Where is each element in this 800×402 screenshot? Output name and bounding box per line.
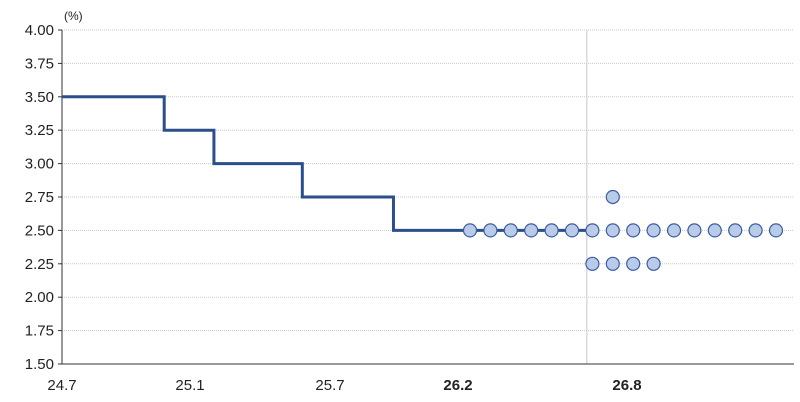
projection-dot-0-0	[462, 223, 478, 238]
projection-dot-6-1	[585, 256, 600, 271]
projection-dot-7-0	[605, 189, 620, 205]
x-tick-labels: 24.7 25.1 25.7 26.2 26.8	[47, 377, 641, 394]
projection-dot-2-0	[503, 223, 518, 238]
y-tick-label-2: 3.50	[25, 89, 54, 106]
y-tick-label-8: 2.00	[25, 289, 54, 306]
projection-dot-9-1	[646, 256, 661, 271]
projection-dot-3-0	[524, 223, 539, 238]
projection-dot-13-0	[728, 223, 743, 238]
projection-dot-9-0	[646, 223, 661, 238]
y-tick-labels: 4.00 3.75 3.50 3.25 3.00 2.75 2.50 2.25 2.00 1.75…	[25, 22, 54, 373]
x-tick-label-0: 24.7	[47, 377, 76, 394]
y-tick-label-1: 3.75	[25, 55, 54, 72]
x-tick-label-1: 25.1	[175, 377, 204, 394]
projection-dot-15-0	[768, 223, 784, 238]
y-tick-label-3: 3.25	[25, 122, 54, 139]
x-tick-label-2: 25.7	[315, 377, 344, 394]
projection-dots	[462, 189, 784, 271]
projection-dot-11-0	[687, 223, 702, 238]
y-tick-label-4: 3.00	[25, 156, 54, 173]
projection-dot-7-2	[605, 256, 620, 271]
y-tick-label-6: 2.50	[25, 222, 54, 239]
gridlines	[62, 29, 794, 364]
y-unit-label: (%)	[64, 9, 83, 23]
projection-dot-6-0	[585, 223, 600, 238]
projection-dot-1-0	[483, 223, 498, 238]
projection-dot-14-0	[748, 223, 763, 238]
projection-dot-8-1	[626, 256, 641, 271]
y-tick-label-9: 1.75	[25, 323, 54, 340]
projection-dot-5-0	[564, 223, 580, 238]
policy-rate-step-line	[62, 95, 587, 232]
projection-dot-4-0	[544, 223, 559, 238]
projection-dot-8-0	[626, 223, 641, 238]
policy-rate-line	[62, 95, 587, 232]
y-tick-label-0: 4.00	[25, 22, 54, 39]
x-tick-label-3: 26.2	[443, 377, 472, 394]
y-tick-label-7: 2.25	[25, 256, 54, 273]
x-tick-label-4: 26.8	[612, 377, 641, 394]
axes	[58, 29, 794, 365]
projection-dot-7-1	[605, 223, 620, 238]
projection-dot-10-0	[666, 223, 682, 238]
y-tick-label-5: 2.75	[25, 189, 54, 206]
y-tick-label-10: 1.50	[25, 356, 54, 373]
projection-dot-12-0	[707, 223, 722, 238]
